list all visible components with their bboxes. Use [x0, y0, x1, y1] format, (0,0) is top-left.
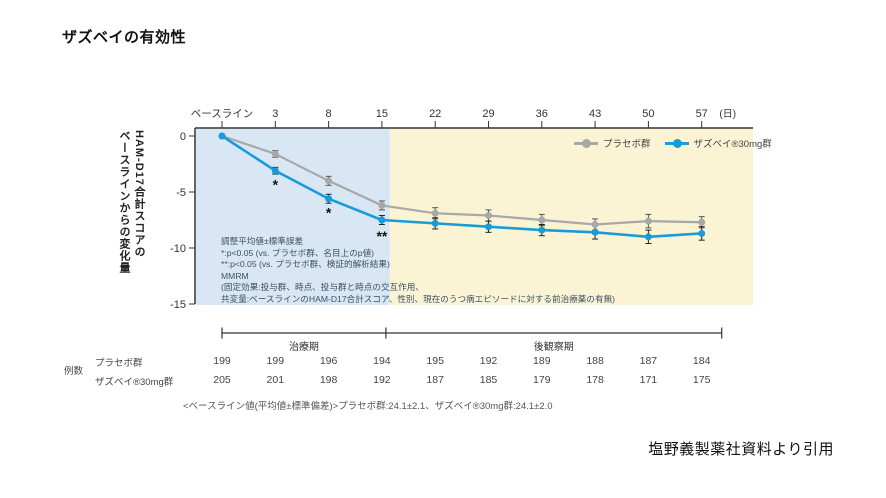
n-table-value: 192 [480, 355, 498, 367]
n-table-value: 201 [267, 374, 285, 386]
x-tick-label: 36 [536, 108, 548, 120]
placebo-series-line [221, 134, 702, 226]
n-table-row-label-drug: ザズベイ®30mg群 [95, 377, 174, 388]
annotation-line-5: (固定効果:投与群、時点、投与群と時点の交互作用、 [221, 282, 424, 293]
drug-data-point [538, 226, 546, 234]
n-table-value: 205 [213, 374, 231, 386]
x-tick-label: ベースライン [191, 108, 253, 120]
followup-period-label: 後観察期 [534, 340, 574, 353]
placebo-data-point [644, 217, 652, 225]
drug-data-point [218, 132, 226, 140]
x-tick-label: 15 [376, 108, 388, 120]
placebo-data-point [698, 218, 706, 226]
y-axis-title-line1: HAM-D17合計スコアの [133, 130, 145, 258]
x-tick-label: 43 [589, 108, 601, 120]
treatment-period-region [196, 129, 390, 305]
placebo-data-point [271, 150, 279, 158]
treatment-period-label: 治療期 [289, 340, 319, 353]
significance-mark: ** [376, 228, 387, 244]
n-table-value: 194 [373, 355, 391, 367]
legend-label-placebo: プラセボ群 [603, 139, 651, 150]
n-table-value: 179 [533, 374, 551, 386]
y-axis-title-line2: ベースラインからの変化量 [118, 130, 130, 274]
drug-data-point [644, 233, 652, 241]
drug-data-point [378, 216, 386, 224]
n-table-value: 185 [480, 374, 498, 386]
x-tick-label: 29 [482, 108, 494, 120]
n-table-value: 199 [213, 355, 231, 367]
drug-series-line [221, 134, 702, 239]
n-table-header: 例数 [64, 366, 84, 377]
placebo-line-marker-icon [574, 138, 598, 148]
x-tick-label: 3 [272, 108, 278, 120]
annotation-line-1: 調整平均値±標準誤差 [221, 236, 304, 246]
x-tick-label: 50 [642, 108, 654, 120]
x-axis-unit: (日) [719, 109, 736, 120]
n-table-value: 187 [426, 374, 444, 386]
n-table-value: 199 [267, 355, 285, 367]
placebo-data-point [431, 209, 439, 217]
annotation-line-3: **:p<0.05 (vs. プラセボ群、検証的解析結果) [221, 259, 390, 270]
placebo-data-point [325, 177, 333, 185]
n-table-value: 187 [640, 355, 658, 367]
n-table-value: 171 [640, 374, 658, 386]
legend-label-drug: ザズベイ®30mg群 [693, 139, 772, 150]
n-table-value: 184 [693, 355, 711, 367]
y-tick-label: -5 [176, 187, 186, 199]
annotation-line-4: MMRM [221, 270, 249, 281]
n-table-value: 195 [426, 355, 444, 367]
drug-data-point [698, 229, 706, 237]
y-axis-title: HAM-D17合計スコアの ベースラインからの変化量 [116, 130, 146, 310]
drug-data-point [591, 228, 599, 236]
baseline-note: <ベースライン値(平均値±標準偏差)>プラセボ群:24.1±2.1、ザズベイ®3… [183, 401, 553, 412]
n-table-value: 196 [320, 355, 338, 367]
n-table-value: 178 [586, 374, 604, 386]
x-tick-label: 8 [326, 108, 332, 120]
n-table-row-label-placebo: プラセボ群 [95, 358, 143, 369]
drug-data-point [431, 219, 439, 227]
drug-data-point [325, 195, 333, 203]
y-tick-label: -15 [170, 299, 186, 311]
drug-data-point [485, 223, 492, 231]
x-tick-label: 22 [429, 108, 441, 120]
n-table-value: 189 [533, 355, 551, 367]
significance-mark: * [326, 205, 332, 221]
y-tick-label: 0 [180, 131, 186, 143]
y-tick-label: -10 [170, 243, 186, 255]
citation: 塩野義製薬社資料より引用 [648, 441, 834, 458]
page-title: ザズベイの有効性 [62, 29, 187, 46]
placebo-data-point [591, 220, 599, 228]
chart-legend: プラセボ群 ザズベイ®30mg群 [574, 136, 772, 150]
drug-data-point [271, 167, 279, 175]
significance-mark: * [273, 177, 279, 193]
followup-period-region [389, 129, 753, 305]
drug-line-marker-icon [664, 138, 689, 148]
n-table-value: 175 [693, 374, 711, 386]
legend-item-drug: ザズベイ®30mg群 [664, 136, 772, 150]
n-table-value: 192 [373, 374, 391, 386]
placebo-data-point [485, 212, 492, 220]
placebo-data-point [378, 201, 386, 209]
n-table-value: 198 [320, 374, 338, 386]
annotation-line-2: *:p<0.05 (vs. プラセボ群、名目上のp値) [221, 247, 375, 258]
legend-item-placebo: プラセボ群 [574, 136, 651, 150]
n-table-value: 188 [586, 355, 604, 367]
chart-annotation: 調整平均値±標準誤差 *:p<0.05 (vs. プラセボ群、名目上のp値) *… [221, 236, 615, 306]
placebo-data-point [538, 216, 546, 224]
annotation-line-6: 共変量:ベースラインのHAM-D17合計スコア、性別、現在のうつ病エピソードに対… [221, 293, 616, 304]
x-tick-label: 57 [696, 108, 708, 120]
